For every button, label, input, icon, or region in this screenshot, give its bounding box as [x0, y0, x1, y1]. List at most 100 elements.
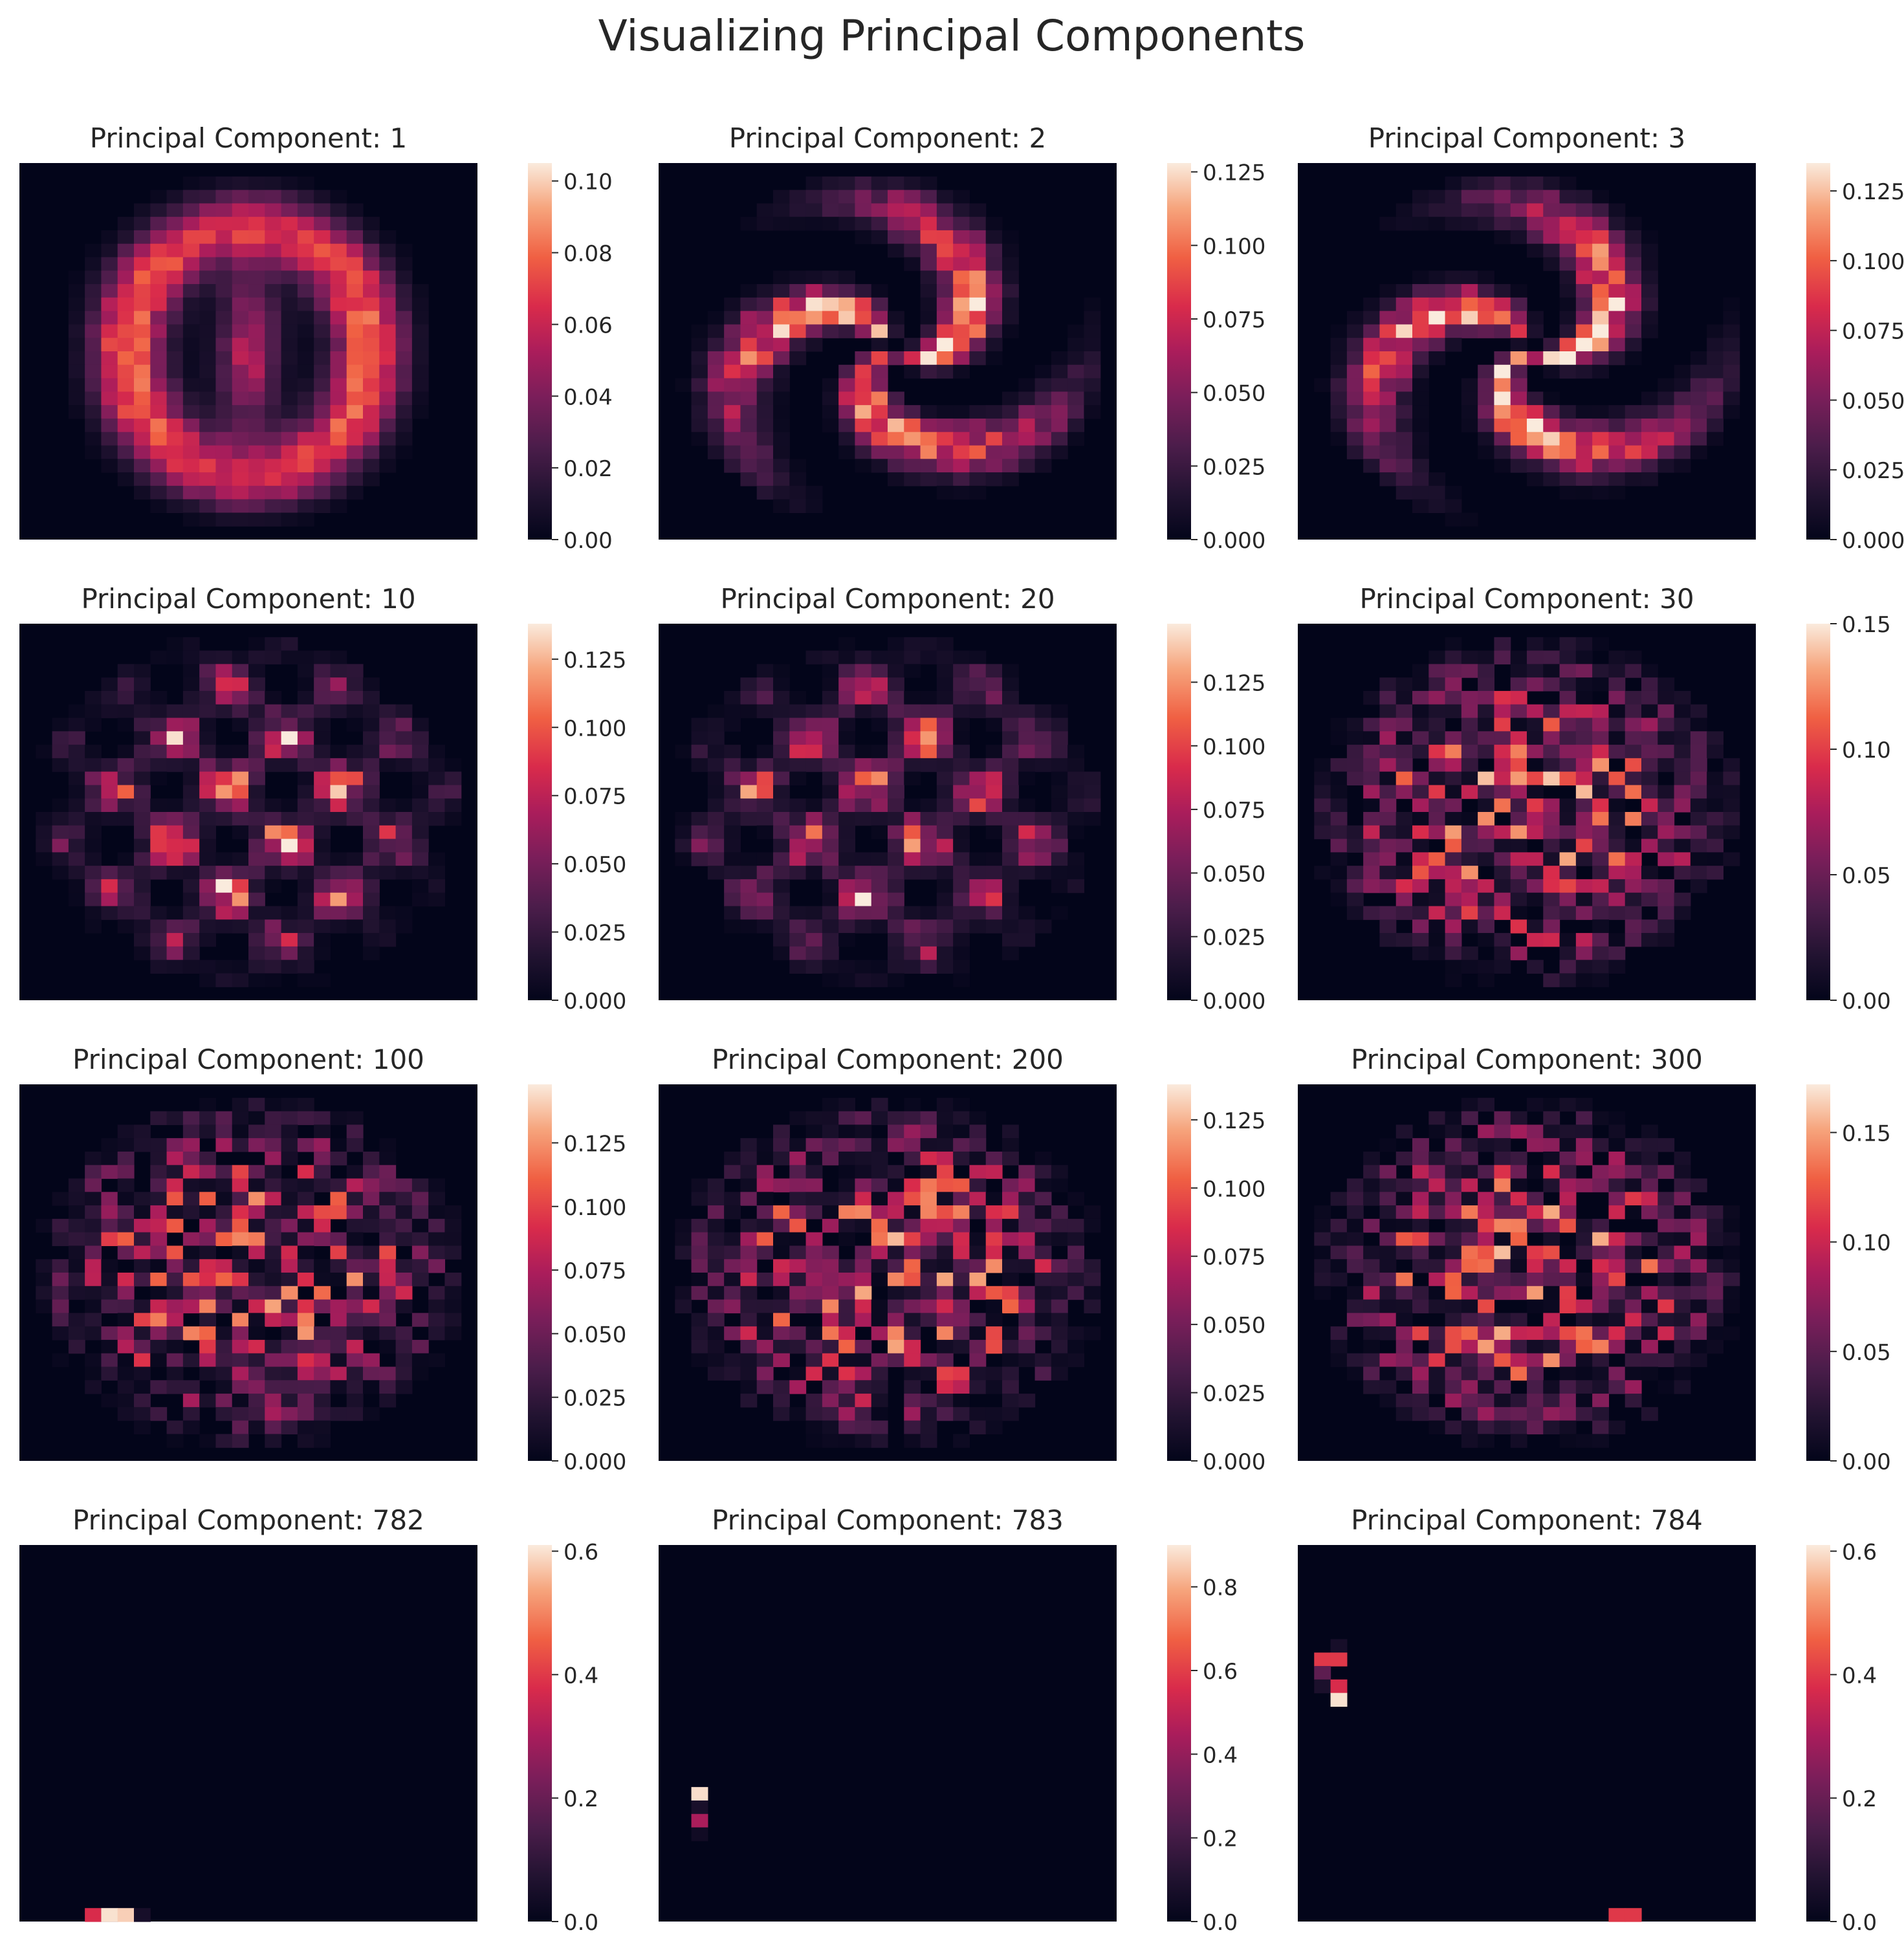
heatmap-cell — [1658, 1273, 1675, 1287]
heatmap-cell — [36, 825, 53, 840]
heatmap-cell — [232, 512, 249, 527]
heatmap-cell — [1559, 1366, 1577, 1381]
heatmap-cell — [1478, 1218, 1495, 1233]
heatmap-cell — [1478, 1165, 1495, 1179]
heatmap-cell — [265, 257, 282, 271]
heatmap-cell — [1690, 838, 1707, 853]
heatmap-cell — [871, 745, 888, 759]
heatmap-cell — [297, 1097, 314, 1112]
heatmap-cell — [936, 1232, 954, 1247]
heatmap-cell — [1428, 919, 1446, 934]
heatmap-cell — [1723, 758, 1740, 772]
heatmap-cell — [166, 838, 184, 853]
heatmap-cell — [101, 1286, 118, 1300]
heatmap-cell — [248, 1420, 265, 1435]
heatmap-cell — [855, 1111, 872, 1125]
heatmap-cell — [411, 1339, 429, 1354]
heatmap-cell — [68, 1205, 85, 1220]
heatmap-cell — [1527, 879, 1544, 893]
heatmap-cell — [855, 190, 872, 204]
heatmap-cell — [691, 391, 708, 406]
heatmap-cell — [1592, 432, 1610, 446]
heatmap-cell — [740, 324, 758, 338]
heatmap-cell — [838, 906, 856, 920]
heatmap-cell — [1018, 1313, 1036, 1327]
heatmap-cell — [1330, 1218, 1348, 1233]
heatmap-cell — [52, 1218, 69, 1233]
heatmap-cell — [691, 1232, 708, 1247]
heatmap-cell — [1608, 1245, 1626, 1260]
heatmap-cell — [1543, 906, 1560, 920]
heatmap-cell — [969, 1192, 987, 1206]
heatmap-cell — [248, 176, 265, 191]
heatmap-cell — [411, 798, 429, 813]
heatmap-cell — [166, 933, 184, 947]
heatmap-cell — [52, 866, 69, 880]
heatmap-cell — [822, 176, 839, 191]
heatmap-cell — [150, 1326, 168, 1341]
colorbar-tick-label: 0.04 — [564, 384, 613, 410]
colorbar-tick-label: 0.0 — [1203, 1910, 1238, 1936]
heatmap-cell — [346, 297, 364, 312]
heatmap-cell — [707, 1218, 725, 1233]
heatmap-cell — [1707, 1232, 1724, 1247]
heatmap-cell — [871, 338, 888, 352]
heatmap-cell — [1428, 1407, 1446, 1421]
heatmap-cell — [1723, 297, 1740, 312]
colorbar-tick-label: 0.000 — [564, 1449, 626, 1475]
heatmap-cell — [444, 771, 462, 786]
heatmap-cell — [904, 852, 921, 866]
heatmap-cell — [1412, 499, 1429, 514]
heatmap-cell — [855, 351, 872, 366]
heatmap-cell — [232, 364, 249, 379]
heatmap-cell — [232, 311, 249, 325]
heatmap-cell — [1527, 1192, 1544, 1206]
heatmap-cell — [182, 1353, 200, 1368]
heatmap-cell — [1625, 731, 1642, 745]
heatmap-cell — [1445, 1326, 1462, 1341]
heatmap-cell — [314, 338, 331, 352]
heatmap-cell — [1658, 892, 1675, 907]
heatmap-cell — [822, 933, 839, 947]
heatmap-cell — [1067, 1286, 1085, 1300]
heatmap-cell — [248, 1407, 265, 1421]
heatmap-cell — [789, 1151, 807, 1166]
heatmap-cell — [150, 1205, 168, 1220]
heatmap-cell — [1412, 1218, 1429, 1233]
heatmap-cell — [150, 798, 168, 813]
heatmap-cell — [1412, 704, 1429, 719]
heatmap-cell — [363, 892, 380, 907]
heatmap-cell — [1592, 677, 1610, 692]
heatmap-cell — [1625, 472, 1642, 487]
heatmap-cell — [1575, 637, 1593, 652]
heatmap-cell — [395, 812, 413, 826]
heatmap-cell — [199, 472, 217, 487]
heatmap-cell — [953, 1218, 970, 1233]
heatmap-cell — [871, 351, 888, 366]
heatmap-cell — [1510, 203, 1527, 217]
heatmap-cell — [756, 418, 774, 433]
heatmap-cell — [888, 217, 904, 231]
heatmap-cell — [1002, 391, 1019, 406]
heatmap-cell — [1363, 1151, 1381, 1166]
heatmap-cell — [215, 1232, 233, 1247]
heatmap-cell — [52, 745, 69, 759]
heatmap-cell — [969, 1380, 987, 1394]
heatmap-cell — [395, 391, 413, 406]
heatmap-cell — [969, 1205, 987, 1220]
heatmap-cell — [248, 1205, 265, 1220]
heatmap-cell — [134, 217, 151, 231]
heatmap-cell — [1084, 378, 1101, 392]
colorbar-tick-label: 0.025 — [1203, 925, 1265, 951]
heatmap-cell — [1445, 906, 1462, 920]
heatmap-cell — [1592, 324, 1610, 338]
heatmap-cell — [101, 364, 118, 379]
heatmap-cell — [101, 418, 118, 433]
heatmap-cell — [789, 771, 807, 786]
heatmap-cell — [1608, 812, 1626, 826]
heatmap-cell — [1625, 879, 1642, 893]
heatmap-cell — [691, 364, 708, 379]
heatmap-cell — [297, 825, 314, 840]
heatmap-cell — [1543, 812, 1560, 826]
heatmap-cell — [724, 718, 741, 732]
